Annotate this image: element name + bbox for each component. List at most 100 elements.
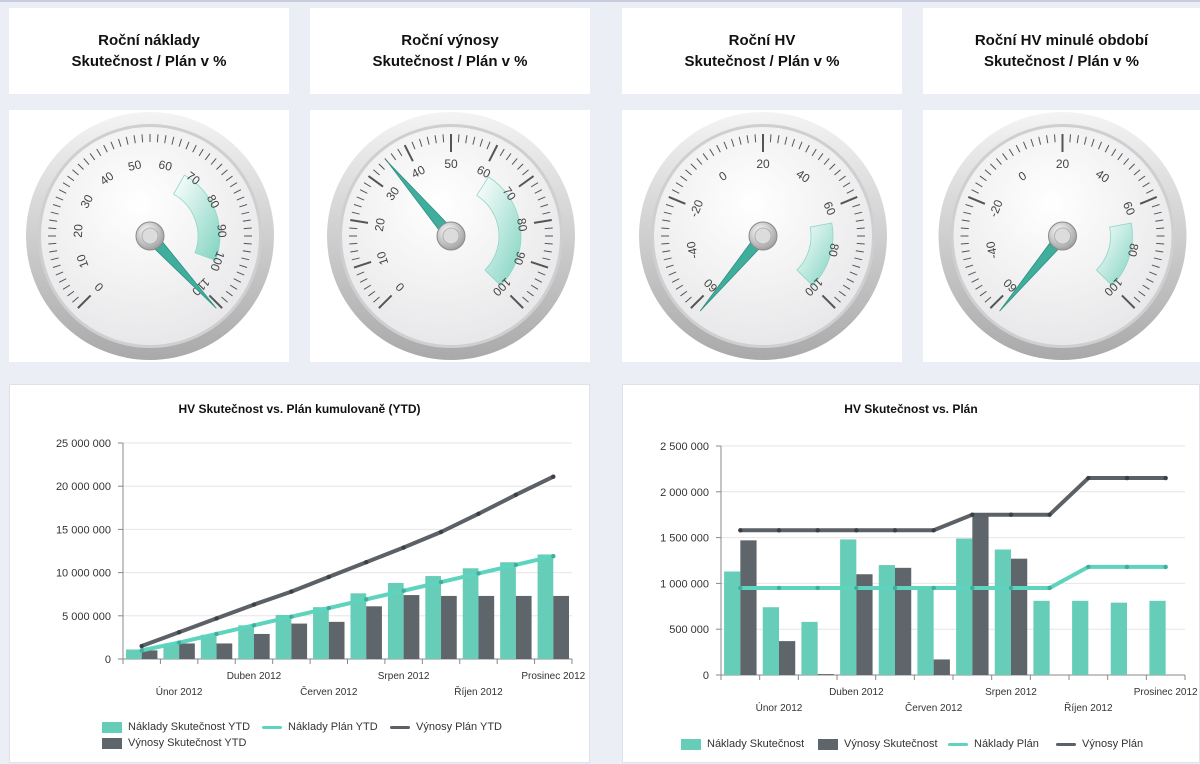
bar[interactable]: [762, 607, 779, 675]
bar[interactable]: [403, 595, 420, 659]
bar[interactable]: [801, 621, 818, 675]
bar[interactable]: [179, 643, 195, 659]
line-point[interactable]: [551, 553, 556, 559]
line-point[interactable]: [364, 560, 369, 565]
bar[interactable]: [840, 539, 857, 675]
line-point[interactable]: [401, 545, 406, 550]
line-point[interactable]: [214, 631, 219, 637]
series-line[interactable]: [738, 564, 1168, 590]
line-point[interactable]: [970, 585, 975, 591]
line-point[interactable]: [854, 528, 859, 533]
line-point[interactable]: [970, 512, 975, 517]
series-line[interactable]: [139, 554, 556, 653]
line-point[interactable]: [1047, 512, 1052, 517]
line-point[interactable]: [176, 630, 182, 635]
line-point[interactable]: [1047, 585, 1052, 591]
line-point[interactable]: [931, 585, 936, 591]
legend-item[interactable]: Náklady Plán: [948, 738, 1039, 750]
line-point[interactable]: [476, 511, 481, 517]
line-point[interactable]: [738, 585, 743, 591]
bar[interactable]: [216, 643, 233, 659]
line-point[interactable]: [1086, 564, 1091, 570]
line-point[interactable]: [289, 589, 294, 594]
line-point[interactable]: [738, 528, 743, 533]
bar[interactable]: [956, 538, 973, 675]
line-point[interactable]: [854, 585, 859, 591]
line-point[interactable]: [438, 529, 444, 535]
line-point[interactable]: [139, 643, 144, 649]
line-point[interactable]: [513, 492, 519, 498]
line-point[interactable]: [815, 585, 820, 591]
bar[interactable]: [972, 513, 989, 675]
bar[interactable]: [313, 607, 329, 659]
line-point[interactable]: [289, 614, 294, 619]
line-point[interactable]: [1163, 564, 1168, 570]
bar[interactable]: [917, 587, 934, 675]
bar[interactable]: [994, 549, 1011, 675]
bar[interactable]: [366, 606, 382, 659]
bar[interactable]: [163, 643, 180, 659]
bar[interactable]: [350, 593, 367, 659]
line-point[interactable]: [364, 597, 369, 602]
bar[interactable]: [1072, 600, 1089, 675]
legend-item[interactable]: Náklady Skutečnost: [681, 738, 804, 750]
line-point[interactable]: [251, 623, 257, 628]
legend-item[interactable]: Náklady Skutečnost YTD: [102, 721, 250, 733]
line-point[interactable]: [776, 585, 782, 591]
line-point[interactable]: [815, 528, 820, 533]
bar[interactable]: [500, 562, 516, 659]
bar[interactable]: [515, 595, 532, 659]
legend-item[interactable]: Náklady Plán YTD: [262, 721, 378, 733]
bar[interactable]: [724, 571, 741, 675]
line-point[interactable]: [326, 574, 331, 580]
line-point[interactable]: [438, 579, 444, 585]
legend-item[interactable]: Výnosy Skutečnost YTD: [102, 737, 246, 749]
line-point[interactable]: [214, 616, 219, 621]
line-point[interactable]: [1124, 475, 1130, 481]
bar[interactable]: [1110, 602, 1127, 675]
bar[interactable]: [328, 621, 345, 659]
bar[interactable]: [238, 625, 254, 659]
legend-item[interactable]: Výnosy Plán: [1056, 738, 1143, 750]
bar[interactable]: [878, 565, 895, 675]
line-point[interactable]: [401, 588, 406, 593]
series-line[interactable]: [738, 476, 1168, 533]
line-point[interactable]: [476, 571, 481, 576]
bar[interactable]: [478, 595, 495, 659]
bar[interactable]: [141, 650, 158, 659]
bar[interactable]: [856, 574, 873, 675]
line-point[interactable]: [551, 474, 556, 479]
line-point[interactable]: [776, 528, 782, 533]
bar[interactable]: [553, 595, 570, 659]
line-point[interactable]: [176, 640, 182, 645]
bar[interactable]: [817, 674, 834, 675]
line-point[interactable]: [326, 605, 331, 611]
bar[interactable]: [291, 623, 308, 659]
bar[interactable]: [537, 554, 554, 659]
bar[interactable]: [425, 576, 442, 659]
bar[interactable]: [1149, 600, 1166, 675]
bar[interactable]: [462, 568, 479, 659]
line-point[interactable]: [1163, 475, 1168, 481]
bar[interactable]: [895, 567, 912, 675]
line-point[interactable]: [513, 562, 519, 568]
bar[interactable]: [253, 633, 270, 659]
line-point[interactable]: [1008, 512, 1014, 517]
line-point[interactable]: [892, 528, 898, 533]
bar[interactable]: [275, 614, 292, 659]
bar[interactable]: [740, 540, 757, 675]
line-point[interactable]: [931, 528, 936, 533]
bar[interactable]: [200, 634, 217, 659]
line-point[interactable]: [1124, 564, 1130, 570]
bar[interactable]: [1033, 600, 1050, 675]
line-point[interactable]: [139, 648, 144, 653]
line-point[interactable]: [1008, 585, 1014, 591]
line-point[interactable]: [1086, 475, 1091, 481]
bar[interactable]: [441, 595, 457, 659]
legend-item[interactable]: Výnosy Skutečnost: [818, 738, 938, 750]
line-point[interactable]: [892, 585, 898, 591]
bar[interactable]: [387, 582, 404, 659]
bar[interactable]: [779, 641, 796, 675]
bar[interactable]: [125, 649, 142, 659]
series-line[interactable]: [139, 474, 556, 649]
